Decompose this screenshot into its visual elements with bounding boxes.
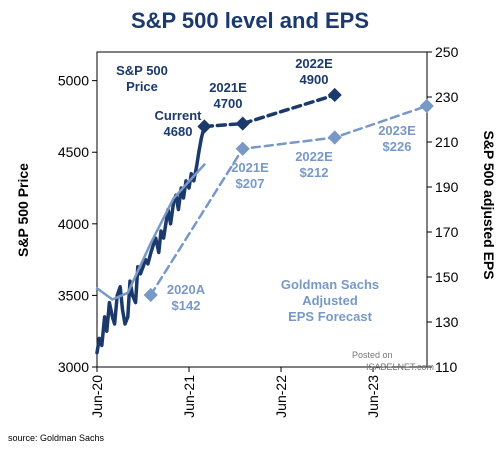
left-axis-label: S&P 500 Price xyxy=(15,163,31,257)
a2020-label-line2: $142 xyxy=(172,298,201,313)
eps-marker xyxy=(235,141,250,156)
chart-title: S&P 500 level and EPS xyxy=(131,8,369,33)
left-tick-label: 3500 xyxy=(58,287,89,303)
e2021-label-line2: 4700 xyxy=(214,96,243,111)
a2020-label-line1: 2020A xyxy=(167,282,206,297)
left-axis-ticks: 3000 3500 4000 4500 5000 xyxy=(58,73,97,375)
gs-forecast-line3: EPS Forecast xyxy=(288,309,372,324)
eps2021-label-line2: $207 xyxy=(236,176,265,191)
gs-forecast-line1: Goldman Sachs xyxy=(281,277,379,292)
right-axis-ticks: 110 130 150 170 190 210 230 250 xyxy=(427,44,459,375)
eps-marker xyxy=(143,287,158,303)
x-tick-label: Jun-20 xyxy=(89,375,105,418)
x-tick-label: Jun-23 xyxy=(365,375,381,418)
right-tick-label: 170 xyxy=(435,224,459,240)
right-tick-label: 210 xyxy=(435,134,459,150)
right-tick-label: 150 xyxy=(435,269,459,285)
marker-layer xyxy=(143,87,434,303)
price-marker xyxy=(327,87,342,103)
watermark-line1: Posted on xyxy=(352,350,393,360)
right-tick-label: 110 xyxy=(435,359,458,375)
left-tick-label: 3000 xyxy=(58,359,89,375)
sp-label-line1: S&P 500 xyxy=(116,63,168,78)
eps2022-label-line1: 2022E xyxy=(295,149,333,164)
series-line-0 xyxy=(95,124,207,355)
right-tick-label: 130 xyxy=(435,314,459,330)
eps2023-label-line1: 2023E xyxy=(378,123,416,138)
price-marker xyxy=(235,116,250,131)
gs-forecast-line2: Adjusted xyxy=(302,293,358,308)
right-tick-label: 250 xyxy=(435,44,459,60)
right-tick-label: 230 xyxy=(435,89,459,105)
left-tick-label: 4500 xyxy=(58,144,89,160)
left-tick-label: 4000 xyxy=(58,216,89,232)
x-axis-ticks: Jun-20 Jun-21 Jun-22 Jun-23 xyxy=(89,367,381,418)
e2022-label-line1: 2022E xyxy=(295,56,333,71)
left-tick-label: 5000 xyxy=(58,73,89,89)
eps2022-label-line2: $212 xyxy=(300,165,329,180)
series-line-2 xyxy=(95,163,206,301)
plot-area xyxy=(96,51,428,368)
e2022-label-line2: 4900 xyxy=(300,72,329,87)
series-line-3 xyxy=(149,104,428,297)
eps-marker xyxy=(419,98,434,114)
sp-label-line2: Price xyxy=(126,79,158,94)
eps2023-label-line2: $226 xyxy=(383,139,412,154)
eps2021-label-line1: 2021E xyxy=(231,160,269,175)
source-note: source: Goldman Sachs xyxy=(8,433,105,443)
eps-marker xyxy=(327,130,342,145)
current-label-line2: 4680 xyxy=(164,124,193,139)
right-tick-label: 190 xyxy=(435,179,459,195)
series-layer xyxy=(95,93,428,355)
watermark-line2: ISABELNET.com xyxy=(366,362,434,372)
x-tick-label: Jun-22 xyxy=(273,375,289,418)
e2021-label-line1: 2021E xyxy=(209,80,247,95)
right-axis-label: S&P 500 adjusted EPS xyxy=(481,130,497,279)
x-tick-label: Jun-21 xyxy=(181,375,197,418)
current-label-line1: Current xyxy=(155,108,203,123)
